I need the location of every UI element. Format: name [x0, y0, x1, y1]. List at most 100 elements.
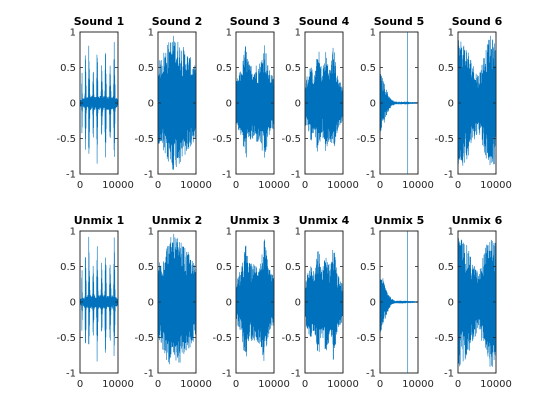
y-tick-label: 1	[70, 28, 76, 39]
subplot-title: Unmix 3	[230, 214, 281, 227]
y-tick-label: 1	[148, 28, 154, 39]
waveform-line	[304, 47, 344, 152]
x-tick-label: 10000	[480, 379, 512, 390]
y-tick-label: -1	[222, 369, 232, 380]
x-tick-label: 10000	[402, 379, 434, 390]
y-tick-label: -0.5	[281, 333, 301, 344]
x-tick-label: 0	[455, 180, 461, 191]
y-tick-label: -0.5	[134, 134, 154, 145]
subplot-10: -1 -0.5 0 0.5 1 0 10000 Unmix 4	[281, 214, 358, 390]
y-tick-label: -0.5	[356, 134, 376, 145]
subplot-3: -1 -0.5 0 0.5 1 0 10000 Sound 3	[212, 15, 289, 191]
y-tick-label: 0.5	[60, 262, 76, 273]
x-tick-label: 10000	[102, 180, 134, 191]
y-tick-label: 1	[370, 28, 376, 39]
subplot-2: -1 -0.5 0 0.5 1 0 10000 Sound 2	[134, 15, 211, 191]
y-tick-label: 0.5	[360, 262, 376, 273]
x-tick-label: 0	[302, 379, 308, 390]
y-tick-label: -0.5	[56, 333, 76, 344]
x-tick-label: 10000	[102, 379, 134, 390]
x-tick-label: 0	[455, 379, 461, 390]
y-tick-label: 0.5	[285, 63, 301, 74]
y-tick-label: 0	[448, 99, 454, 110]
y-tick-label: 1	[226, 227, 232, 238]
y-tick-label: -1	[444, 369, 454, 380]
y-tick-label: -1	[444, 170, 454, 181]
y-tick-label: 1	[370, 227, 376, 238]
x-tick-label: 10000	[327, 379, 359, 390]
y-tick-label: -0.5	[212, 333, 232, 344]
x-tick-label: 0	[377, 379, 383, 390]
x-tick-label: 10000	[480, 180, 512, 191]
y-tick-label: 0	[370, 298, 376, 309]
y-tick-label: 0.5	[438, 63, 454, 74]
subplot-5: -1 -0.5 0 0.5 1 0 10000 Sound 5	[356, 15, 433, 191]
x-tick-label: 10000	[327, 180, 359, 191]
waveform-line	[457, 35, 497, 166]
waveform-line	[379, 32, 419, 174]
subplot-8: -1 -0.5 0 0.5 1 0 10000 Unmix 2	[134, 214, 211, 390]
y-tick-label: 1	[70, 227, 76, 238]
subplot-title: Unmix 1	[74, 214, 125, 227]
y-tick-label: -1	[222, 170, 232, 181]
y-tick-label: 1	[448, 227, 454, 238]
subplot-title: Unmix 2	[152, 214, 203, 227]
y-tick-label: -0.5	[134, 333, 154, 344]
waveform-line	[79, 236, 119, 362]
x-tick-label: 0	[155, 379, 161, 390]
waveform-line	[235, 239, 275, 361]
subplot-6: -1 -0.5 0 0.5 1 0 10000 Sound 6	[434, 15, 511, 191]
y-tick-label: 0	[148, 298, 154, 309]
y-tick-label: -0.5	[212, 134, 232, 145]
y-tick-label: -1	[66, 369, 76, 380]
y-tick-label: 0.5	[360, 63, 376, 74]
y-tick-label: 0.5	[60, 63, 76, 74]
subplot-title: Sound 2	[152, 15, 203, 28]
y-tick-label: -1	[291, 170, 301, 181]
subplot-9: -1 -0.5 0 0.5 1 0 10000 Unmix 3	[212, 214, 289, 390]
subplot-4: -1 -0.5 0 0.5 1 0 10000 Sound 4	[281, 15, 358, 191]
waveform-line	[304, 249, 344, 360]
y-tick-label: -0.5	[281, 134, 301, 145]
x-tick-label: 10000	[180, 379, 212, 390]
y-tick-label: -1	[366, 369, 376, 380]
y-tick-label: 1	[148, 227, 154, 238]
y-tick-label: -1	[66, 170, 76, 181]
y-tick-label: 1	[295, 28, 301, 39]
y-tick-label: 0.5	[285, 262, 301, 273]
subplot-title: Sound 1	[74, 15, 125, 28]
waveform-line	[235, 45, 275, 158]
y-tick-label: -1	[366, 170, 376, 181]
y-tick-label: 1	[448, 28, 454, 39]
y-tick-label: 0	[70, 99, 76, 110]
x-tick-label: 0	[302, 180, 308, 191]
y-tick-label: -1	[144, 369, 154, 380]
y-tick-label: 0.5	[138, 63, 154, 74]
y-tick-label: 0.5	[216, 262, 232, 273]
waveform-line	[379, 231, 419, 373]
x-tick-label: 10000	[402, 180, 434, 191]
y-tick-label: 0.5	[216, 63, 232, 74]
x-tick-label: 10000	[258, 379, 290, 390]
y-tick-label: -0.5	[434, 134, 454, 145]
y-tick-label: 0	[226, 99, 232, 110]
waveform-line	[157, 35, 197, 170]
y-tick-label: 0	[295, 298, 301, 309]
subplot-title: Unmix 6	[452, 214, 503, 227]
x-tick-label: 0	[233, 379, 239, 390]
y-tick-label: 0	[370, 99, 376, 110]
x-tick-label: 0	[155, 180, 161, 191]
y-tick-label: 0	[448, 298, 454, 309]
waveform-line	[457, 238, 497, 367]
y-tick-label: 1	[226, 28, 232, 39]
y-tick-label: -0.5	[56, 134, 76, 145]
subplot-title: Sound 4	[299, 15, 350, 28]
waveform-line	[79, 42, 119, 164]
y-tick-label: 0	[148, 99, 154, 110]
y-tick-label: 0.5	[138, 262, 154, 273]
subplot-title: Unmix 4	[299, 214, 350, 227]
x-tick-label: 0	[77, 180, 83, 191]
x-tick-label: 10000	[258, 180, 290, 191]
y-tick-label: -1	[144, 170, 154, 181]
